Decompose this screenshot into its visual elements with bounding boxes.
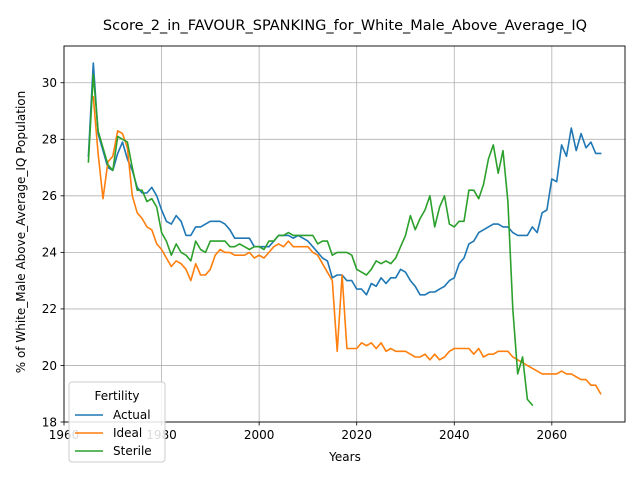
series-line-sterile <box>87 73 534 407</box>
y-tick-label: 24 <box>42 246 57 260</box>
legend-title: Fertility <box>94 389 139 403</box>
legend-box <box>68 381 166 463</box>
x-tick-label: 2060 <box>537 428 568 442</box>
legend-label-actual: Actual <box>113 408 151 422</box>
legend: Fertility Actual Ideal Sterile <box>68 381 166 463</box>
x-axis-label: Years <box>328 450 361 464</box>
series-line-actual <box>87 62 602 296</box>
chart-title: Score_2_in_FAVOUR_SPANKING_for_White_Mal… <box>103 18 587 34</box>
y-tick-label: 22 <box>42 302 57 316</box>
y-axis-label: % of White_Male Above_Average_IQ Populat… <box>14 91 28 374</box>
x-tick-label: 2000 <box>244 428 275 442</box>
x-tick-label: 2040 <box>439 428 470 442</box>
y-tick-label: 30 <box>42 76 57 90</box>
y-tick-label: 28 <box>42 133 57 147</box>
legend-label-sterile: Sterile <box>113 444 152 458</box>
legend-label-ideal: Ideal <box>113 426 142 440</box>
plot-lines <box>87 62 602 407</box>
x-tick-label: 2020 <box>341 428 372 442</box>
y-tick-label: 26 <box>42 189 57 203</box>
y-tick-label: 20 <box>42 359 57 373</box>
y-tick-label: 18 <box>42 415 57 429</box>
plot-frame <box>63 45 626 423</box>
